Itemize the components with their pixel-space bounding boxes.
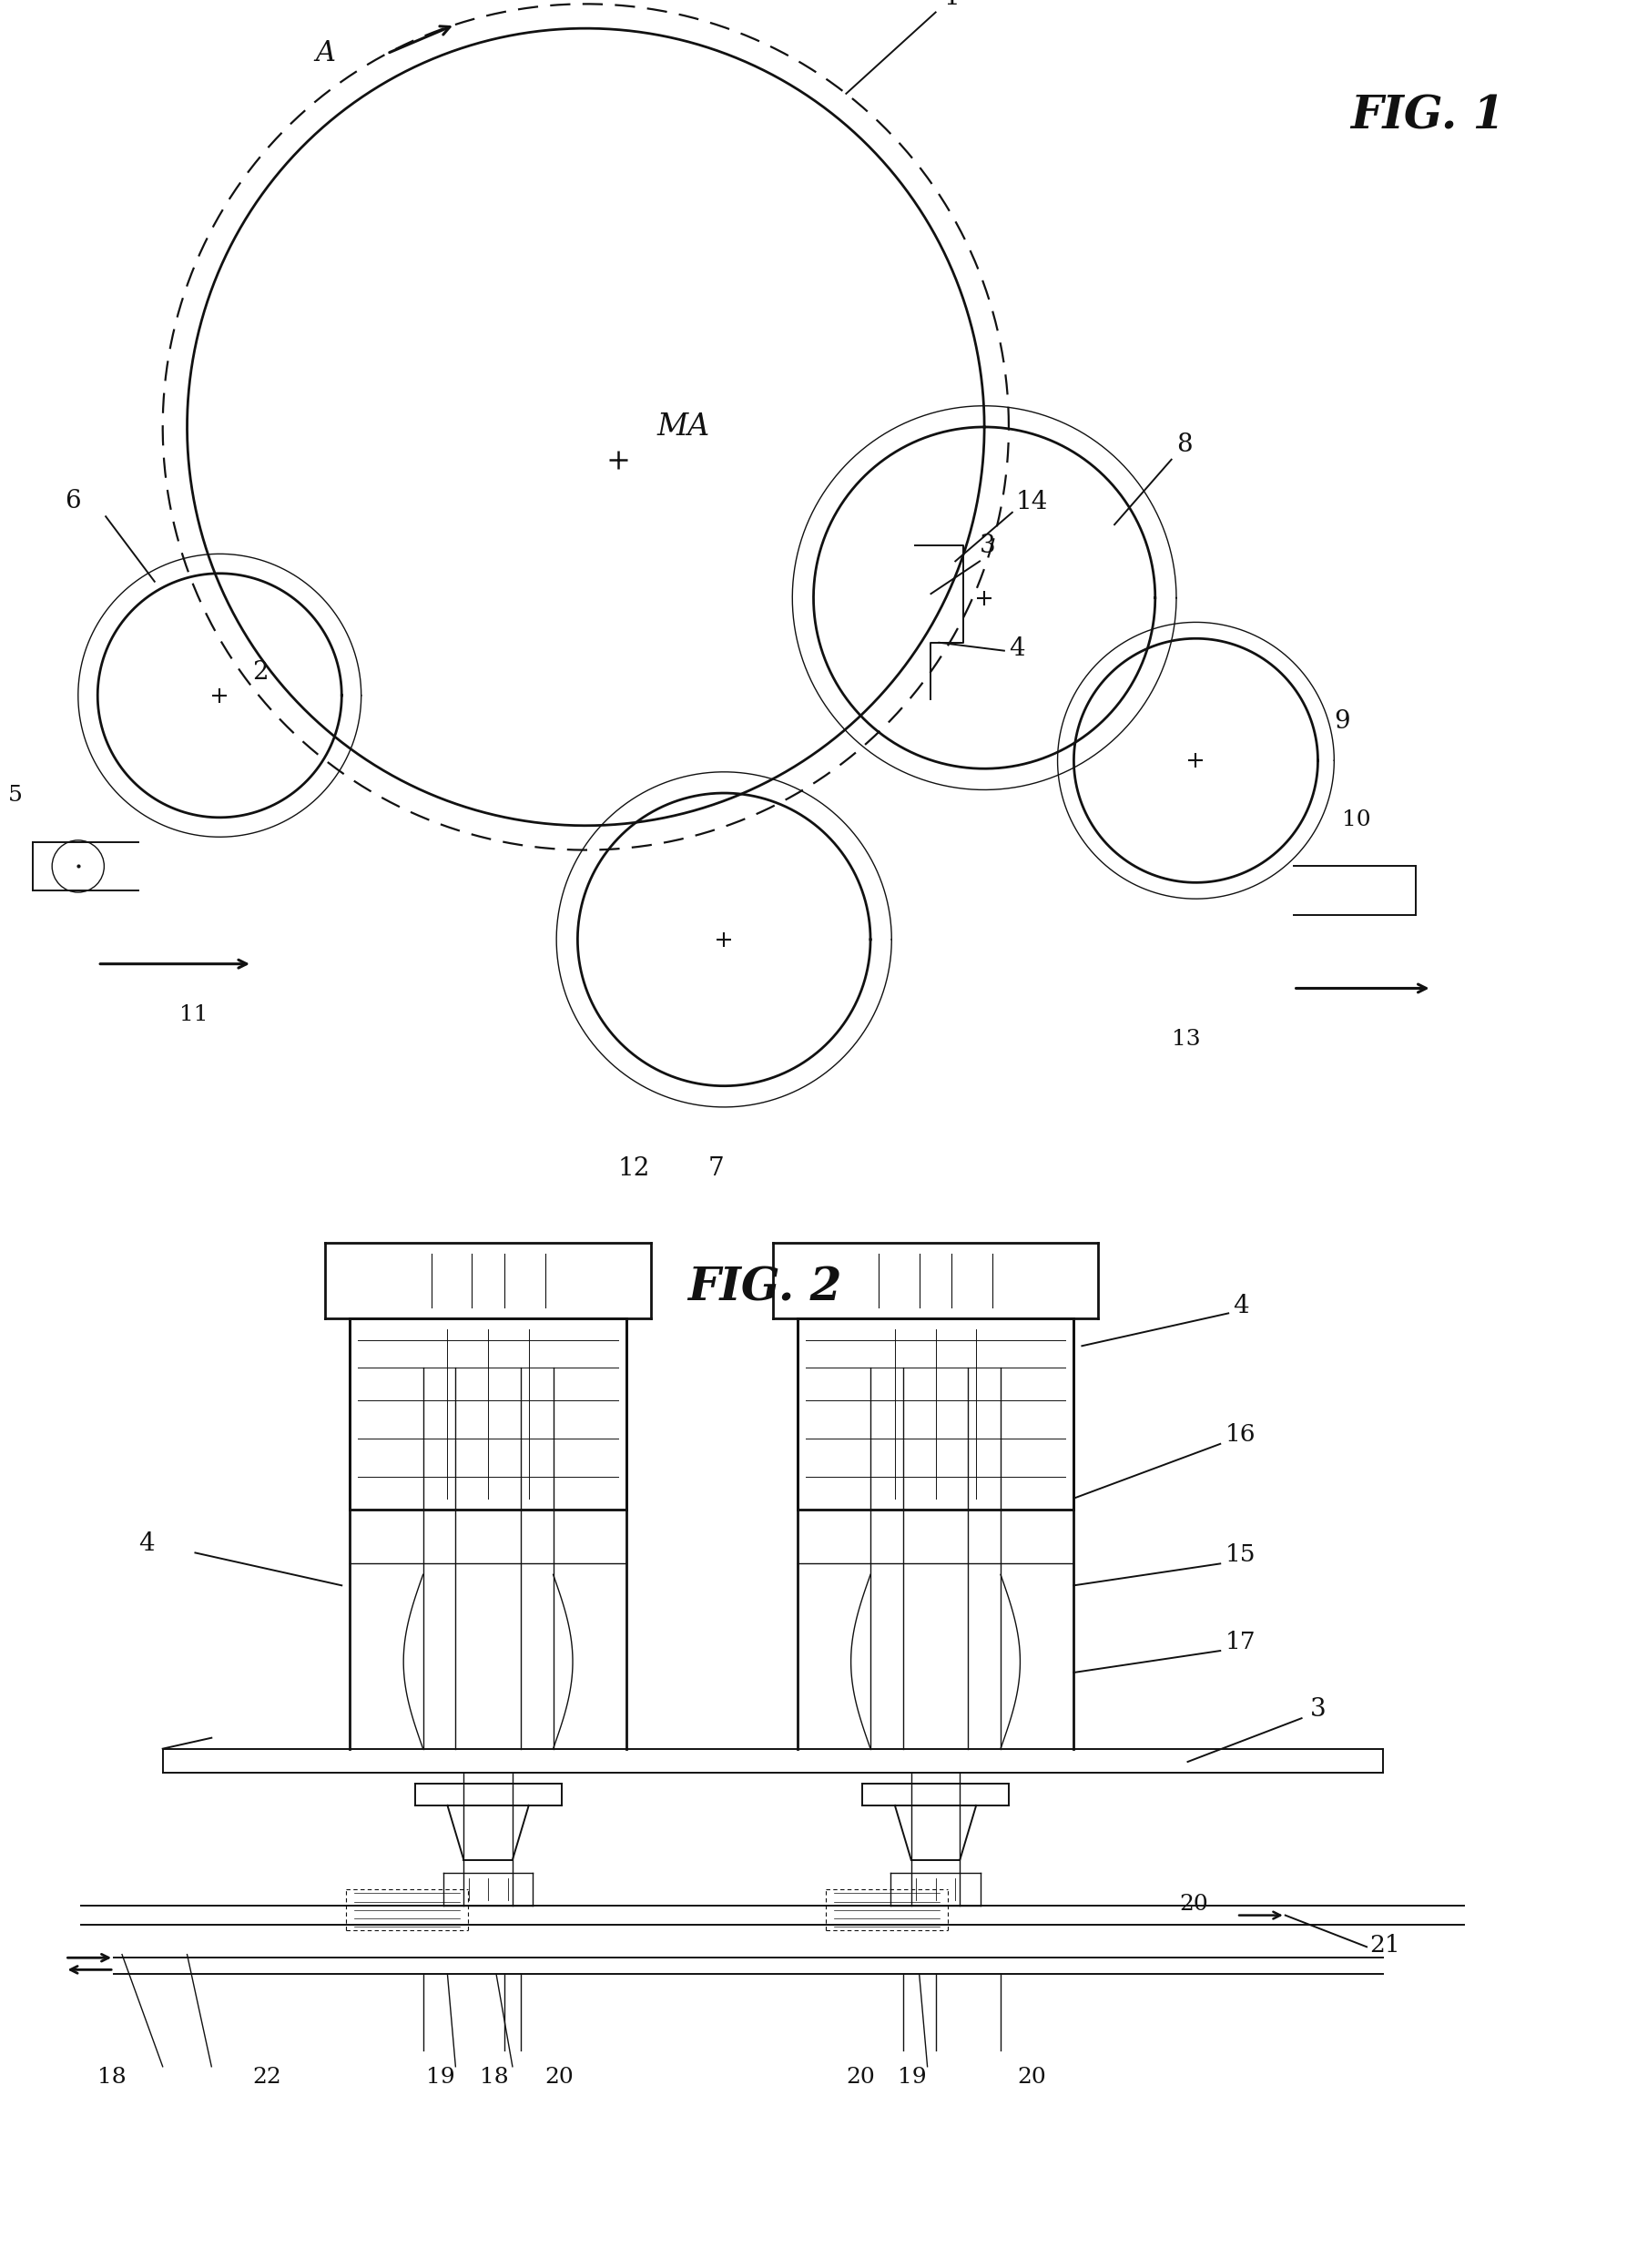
Text: 18: 18 [98,2066,127,2087]
Text: 21: 21 [1370,1935,1401,1957]
Text: 4: 4 [1009,637,1025,660]
Text: 7: 7 [708,1157,724,1182]
Text: 17: 17 [1225,1631,1256,1653]
Text: 5: 5 [8,785,23,805]
Text: 14: 14 [1015,490,1048,515]
Text: 22: 22 [252,2066,281,2087]
Text: 4: 4 [1233,1295,1250,1318]
Text: 6: 6 [65,490,81,515]
Text: 13: 13 [1171,1030,1201,1050]
Text: 8: 8 [1176,433,1193,456]
Text: A: A [316,39,335,68]
Text: 9: 9 [1334,710,1350,733]
Text: 15: 15 [1225,1542,1256,1565]
Text: 12: 12 [618,1157,651,1182]
Text: 4: 4 [138,1531,155,1556]
Text: 18: 18 [480,2066,509,2087]
Text: 11: 11 [179,1005,208,1025]
Text: 1: 1 [944,0,960,9]
Text: 20: 20 [1180,1894,1209,1914]
Text: 20: 20 [545,2066,574,2087]
Text: 2: 2 [252,660,268,685]
Text: 16: 16 [1225,1424,1256,1447]
Text: 3: 3 [1310,1696,1326,1721]
Text: FIG. 2: FIG. 2 [688,1266,841,1311]
Text: 20: 20 [1017,2066,1046,2087]
Text: FIG. 1: FIG. 1 [1350,95,1505,138]
Text: 10: 10 [1342,810,1372,830]
Text: 20: 20 [846,2066,875,2087]
Text: 19: 19 [426,2066,456,2087]
Text: MA: MA [657,413,709,442]
Text: 3: 3 [979,533,996,558]
Text: 19: 19 [898,2066,927,2087]
